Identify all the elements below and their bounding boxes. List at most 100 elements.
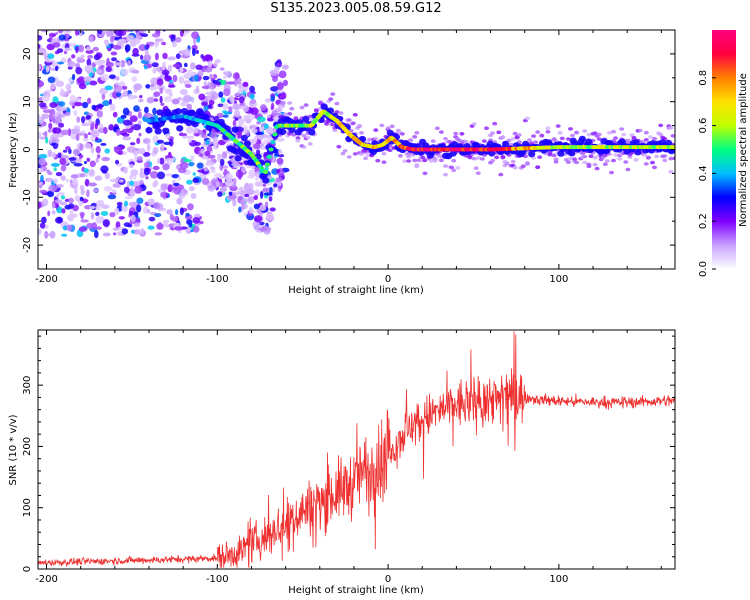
spectrogram-blob bbox=[524, 161, 530, 165]
spectrogram-blob bbox=[336, 144, 342, 149]
spectrogram-blob bbox=[114, 207, 120, 215]
spectrogram-blob bbox=[94, 60, 102, 66]
spectrogram-blob bbox=[74, 102, 83, 107]
spectrogram-blob bbox=[42, 109, 52, 113]
spectrogram-blob bbox=[42, 24, 46, 28]
spectrogram-blob bbox=[138, 7, 147, 13]
spectrogram-blob bbox=[254, 181, 264, 187]
spectrogram-blob bbox=[88, 169, 95, 177]
spectrogram-blob bbox=[202, 75, 210, 81]
spectrogram-blob bbox=[69, 208, 74, 216]
spectrogram-blob bbox=[381, 160, 387, 164]
spectrogram-blob bbox=[138, 132, 142, 137]
spectrogram-blob bbox=[122, 136, 131, 141]
y-tick-label: -10 bbox=[22, 189, 33, 205]
spectrogram-blob bbox=[178, 7, 183, 13]
spectrogram-blob bbox=[262, 139, 269, 145]
spectrogram-blob bbox=[92, 46, 99, 52]
spectrogram-blob bbox=[49, 230, 56, 239]
spectrogram-blob bbox=[47, 210, 51, 217]
spectrogram-blob bbox=[38, 17, 42, 25]
spectrogram-blob bbox=[434, 126, 440, 131]
spectrogram-blob bbox=[154, 22, 159, 28]
spectrogram-blob bbox=[61, 19, 70, 27]
spectrogram-ridge-point bbox=[176, 125, 184, 132]
spectrogram-blob bbox=[173, 8, 179, 13]
colorbar-tick-label: 0.8 bbox=[698, 70, 709, 86]
spectrogram-blob bbox=[179, 26, 187, 29]
spectrogram-blob bbox=[143, 168, 150, 176]
spectrogram-blob bbox=[152, 107, 157, 115]
spectrogram-blob bbox=[120, 68, 129, 76]
x-tick-label: 0 bbox=[385, 274, 391, 285]
spectrogram-blob bbox=[658, 133, 664, 137]
spectrogram-blob bbox=[594, 166, 600, 171]
spectrogram-blob bbox=[473, 166, 479, 170]
spectrogram-blob bbox=[48, 8, 53, 11]
spectrogram-blob bbox=[136, 204, 142, 213]
spectrogram-blob bbox=[490, 158, 496, 163]
spectrogram-blob bbox=[66, 21, 72, 25]
spectrogram-blob bbox=[192, 172, 196, 176]
spectrogram-blob bbox=[109, 103, 116, 112]
spectrogram-blob bbox=[61, 233, 68, 237]
spectrogram-blob bbox=[115, 82, 120, 86]
spectrogram-blob bbox=[242, 81, 249, 87]
spectrogram-blob bbox=[94, 13, 98, 17]
spectrogram-blob bbox=[500, 154, 506, 159]
spectrogram-blob bbox=[157, 158, 161, 164]
spectrogram-ridge bbox=[145, 103, 675, 184]
spectrogram-blob bbox=[239, 199, 246, 205]
spectrogram-blob bbox=[62, 149, 68, 153]
spectrogram-blob bbox=[172, 74, 178, 83]
spectrogram-blob bbox=[183, 94, 192, 103]
spectrogram-blob bbox=[278, 148, 283, 155]
spectrogram-blob bbox=[568, 156, 573, 161]
spectrogram-blob bbox=[38, 114, 41, 118]
spectrogram-blob bbox=[66, 224, 73, 232]
x-tick-label: -200 bbox=[35, 274, 58, 285]
spectrogram-blob bbox=[592, 155, 598, 160]
spectrogram-blob bbox=[106, 10, 110, 14]
spectrogram-blob bbox=[75, 133, 80, 141]
spectrogram-blob bbox=[96, 8, 101, 12]
spectrogram-blob bbox=[187, 139, 192, 143]
spectrogram-blob bbox=[645, 156, 651, 160]
spectrogram-blob bbox=[181, 9, 188, 12]
spectrogram-blob bbox=[340, 151, 346, 156]
spectrogram-blob bbox=[67, 214, 75, 222]
y-tick-label: 0 bbox=[22, 566, 33, 572]
spectrogram-blob bbox=[180, 101, 189, 107]
spectrogram-blob bbox=[153, 91, 161, 97]
spectrogram-blob bbox=[75, 18, 80, 26]
spectrogram-blob bbox=[268, 187, 273, 194]
spectrogram-blob bbox=[101, 169, 108, 174]
spectrogram-blob bbox=[122, 107, 130, 116]
spectrogram-blob bbox=[78, 83, 87, 90]
spectrogram-blob bbox=[164, 132, 171, 139]
spectrogram-blob bbox=[81, 19, 87, 25]
spectrogram-blob bbox=[188, 222, 193, 228]
spectrogram-blob bbox=[207, 104, 213, 109]
spectrogram-blob bbox=[89, 160, 96, 168]
spectrogram-blob bbox=[183, 159, 192, 163]
spectrogram-blob bbox=[287, 101, 293, 105]
spectrogram-blob bbox=[282, 64, 289, 70]
spectrogram-blob bbox=[225, 179, 234, 187]
spectrogram-blob bbox=[99, 15, 103, 19]
spectrogram-blob bbox=[159, 157, 165, 165]
spectrogram-blob bbox=[668, 156, 674, 161]
spectrogram-blob bbox=[118, 216, 126, 220]
spectrogram-blob bbox=[443, 136, 448, 141]
y-tick-label: 20 bbox=[22, 48, 33, 61]
y-tick-label: 100 bbox=[22, 498, 33, 517]
spectrogram-blob bbox=[169, 213, 174, 221]
spectrogram-blob bbox=[237, 118, 245, 127]
spectrogram-blob bbox=[537, 155, 543, 159]
spectrogram-blob bbox=[276, 59, 282, 64]
spectrogram-ridge-point bbox=[154, 128, 162, 135]
spectrogram-blob bbox=[38, 47, 47, 56]
spectrogram-blob bbox=[150, 77, 159, 86]
spectrogram-blob bbox=[160, 183, 168, 191]
spectrogram-blob bbox=[221, 151, 228, 159]
